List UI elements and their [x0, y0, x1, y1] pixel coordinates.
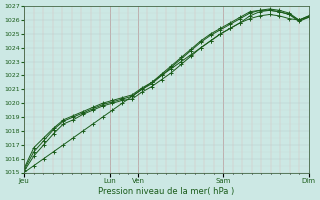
X-axis label: Pression niveau de la mer( hPa ): Pression niveau de la mer( hPa )	[98, 187, 235, 196]
